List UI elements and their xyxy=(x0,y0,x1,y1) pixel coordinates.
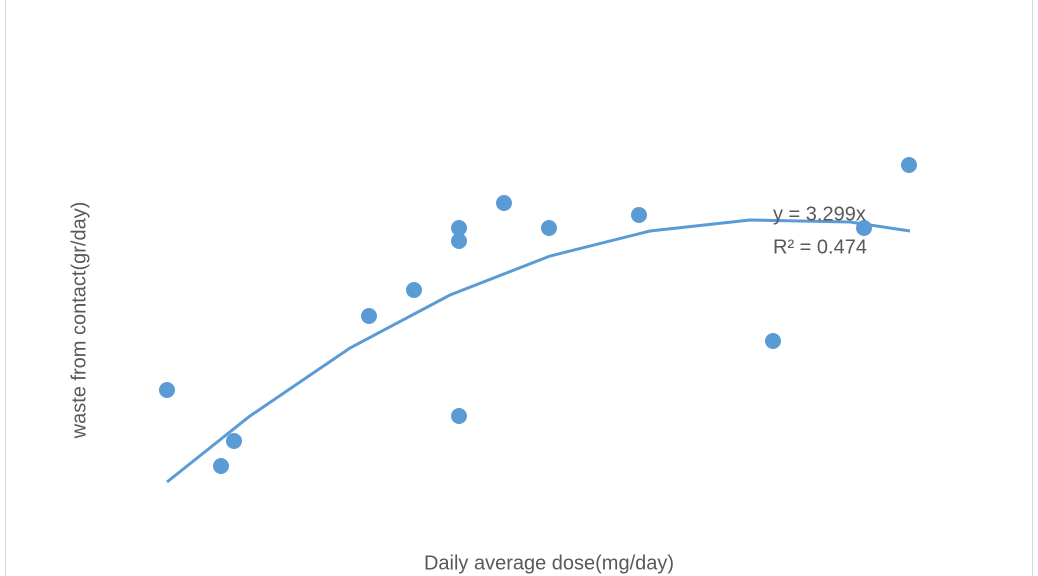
data-point xyxy=(496,195,512,211)
x-axis-label: Daily average dose(mg/day) xyxy=(424,552,674,574)
data-point xyxy=(406,282,422,298)
data-point xyxy=(213,458,229,474)
data-point xyxy=(631,207,647,223)
data-point xyxy=(451,233,467,249)
data-point xyxy=(451,408,467,424)
data-point xyxy=(856,220,872,236)
data-point xyxy=(901,157,917,173)
data-point xyxy=(765,333,781,349)
data-point xyxy=(541,220,557,236)
data-point xyxy=(226,433,242,449)
data-point xyxy=(361,308,377,324)
trendline-r-squared: R² = 0.474 xyxy=(773,236,867,258)
trendline xyxy=(166,218,911,484)
y-axis-label: waste from contact(gr/day) xyxy=(68,202,90,440)
trendline-equation: y = 3.299x xyxy=(773,203,866,225)
data-point xyxy=(159,382,175,398)
data-point xyxy=(451,220,467,236)
